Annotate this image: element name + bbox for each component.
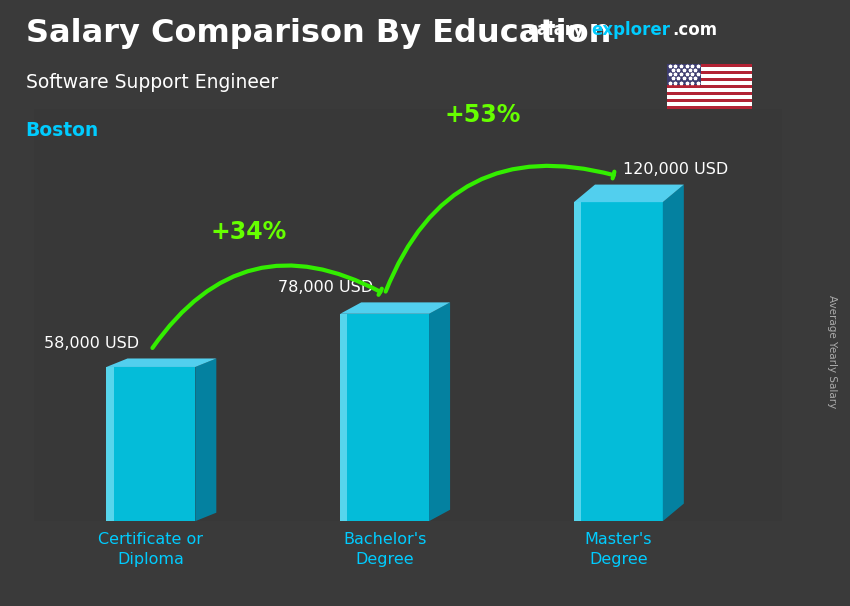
Text: Average Yearly Salary: Average Yearly Salary: [827, 295, 837, 408]
Polygon shape: [663, 185, 683, 521]
Polygon shape: [340, 314, 348, 521]
Polygon shape: [106, 367, 196, 521]
Text: Boston: Boston: [26, 121, 99, 140]
Bar: [667, 67, 752, 71]
Bar: [667, 81, 752, 85]
Bar: [667, 71, 752, 74]
Text: Salary Comparison By Education: Salary Comparison By Education: [26, 18, 611, 49]
Bar: [667, 64, 701, 85]
Polygon shape: [340, 314, 429, 521]
Polygon shape: [340, 302, 450, 314]
Polygon shape: [429, 302, 450, 521]
Polygon shape: [106, 367, 114, 521]
Text: .com: .com: [672, 21, 717, 39]
Text: +53%: +53%: [445, 102, 521, 127]
Text: explorer: explorer: [592, 21, 671, 39]
Bar: [667, 102, 752, 105]
Bar: [667, 99, 752, 102]
Text: 120,000 USD: 120,000 USD: [623, 162, 728, 177]
Bar: [667, 95, 752, 99]
Polygon shape: [196, 359, 216, 521]
Bar: [667, 105, 752, 109]
Text: 78,000 USD: 78,000 USD: [278, 280, 373, 295]
Bar: [667, 64, 752, 67]
Bar: [667, 88, 752, 92]
Text: +34%: +34%: [211, 221, 287, 244]
Text: salary: salary: [527, 21, 584, 39]
Bar: [667, 85, 752, 88]
Polygon shape: [574, 202, 663, 521]
Polygon shape: [106, 359, 216, 367]
Bar: [667, 74, 752, 78]
Bar: [667, 78, 752, 81]
Text: 58,000 USD: 58,000 USD: [44, 336, 139, 351]
Polygon shape: [574, 202, 581, 521]
Text: Software Support Engineer: Software Support Engineer: [26, 73, 278, 92]
Polygon shape: [574, 185, 683, 202]
Bar: [667, 92, 752, 95]
